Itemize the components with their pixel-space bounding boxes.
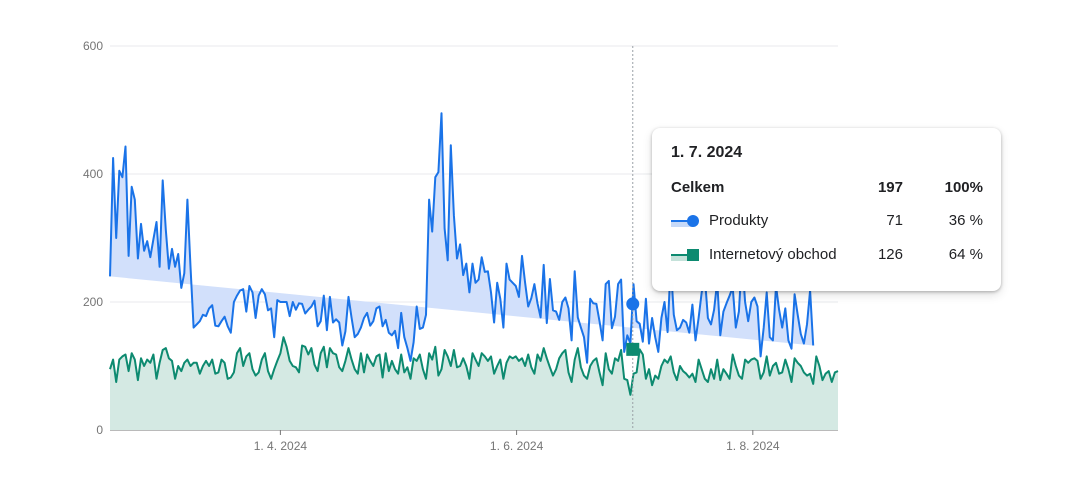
tooltip-series-label: Internetový obchod [709,246,837,263]
x-tick-label: 1. 4. 2024 [254,439,308,453]
hover-marker-produkty [626,297,640,311]
hover-indicator [626,46,640,430]
y-tick-label: 200 [83,295,103,309]
y-tick-label: 0 [96,423,103,437]
x-tick-label: 1. 6. 2024 [490,439,544,453]
tooltip-date: 1. 7. 2024 [671,144,743,161]
hover-marker-internetovy-obchod [626,342,640,356]
tooltip-total-value: 197 [877,179,903,196]
line-internetovy-obchod [109,336,839,396]
chart-lines [109,112,839,396]
tooltip-row-produkty: Produkty 71 36 % [671,210,983,232]
area-produkty [110,113,814,363]
chart-areas [110,113,838,430]
line-produkty [109,112,815,364]
tooltip-series-value: 71 [886,212,903,229]
y-tick-label: 400 [83,167,103,181]
circle-legend-icon [671,215,699,227]
tooltip-series-pct: 36 % [948,212,983,229]
area-internetovy-obchod [110,337,838,430]
y-tick-label: 600 [83,39,103,53]
square-legend-icon [671,249,699,261]
tooltip-total-row: Celkem 197 100% [671,177,983,199]
chart-tooltip: 1. 7. 2024 Celkem 197 100% Produkty 71 3… [652,128,1001,291]
tooltip-total-pct: 100% [944,179,983,196]
y-axis: 0 200 400 600 [83,39,103,437]
x-axis: 1. 4. 2024 1. 6. 2024 1. 8. 2024 [254,430,780,453]
x-tick-label: 1. 8. 2024 [726,439,780,453]
tooltip-series-pct: 64 % [948,246,983,263]
tooltip-series-label: Produkty [709,212,769,229]
tooltip-total-label: Celkem [671,179,725,196]
tooltip-row-internetovy-obchod: Internetový obchod 126 64 % [671,244,983,266]
tooltip-series-value: 126 [877,246,903,263]
